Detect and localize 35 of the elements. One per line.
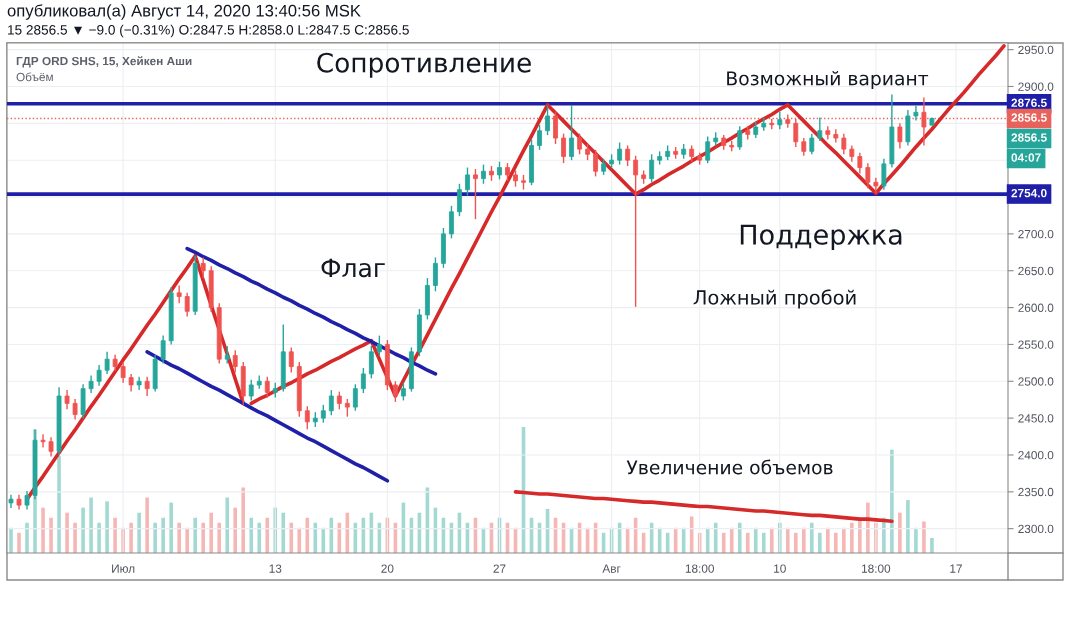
ref-line-label: 2754.0 (1011, 188, 1047, 198)
x-tick-label: 17 (950, 564, 962, 573)
ref-line-label: 2876.5 (1011, 98, 1047, 107)
annotation: Возможный вариант (727, 71, 929, 90)
text: опубликовал(а) Август 14, 2020 13:40:56 MSK (7, 4, 361, 20)
annotation: Увеличение объемов (626, 459, 833, 475)
y-tick-label: 2600.0 (1018, 303, 1054, 312)
x-tick-label: 18:00 (685, 564, 714, 573)
text: 15 2856.5 ▼ −9.0 (−0.31%) O:2847.5 H:2858.0 L:2847.5 C:2856.5 (8, 24, 409, 38)
annotation: Сопротивление (317, 52, 531, 78)
x-tick-label: Июл (112, 564, 135, 573)
y-tick-label: 2700.0 (1018, 229, 1054, 239)
text: 2856.5 (1011, 133, 1047, 142)
annotation: Флаг (321, 258, 385, 278)
y-tick-label: 2950.0 (1018, 45, 1054, 55)
y-tick-label: 2900.0 (1018, 82, 1054, 91)
annotation: Ложный пробой (693, 289, 856, 309)
x-tick-label: Авг (602, 564, 621, 573)
text: ГДР ORD SHS, 15, Хейкен Аши (16, 56, 192, 68)
text: 04:07 (1011, 153, 1041, 162)
x-tick-label: 13 (269, 564, 282, 573)
y-tick-label: 2650.0 (1018, 266, 1054, 276)
x-tick-label: 10 (774, 564, 786, 573)
x-tick-label: 18:00 (862, 564, 891, 573)
y-tick-label: 2500.0 (1018, 377, 1054, 386)
x-tick-label: 27 (493, 564, 506, 573)
ref-line-label: 2856.5 (1011, 113, 1047, 122)
annotation: Поддержка (740, 224, 902, 251)
chart-title: Объём (16, 72, 53, 82)
y-tick-label: 2550.0 (1018, 340, 1054, 349)
y-tick-label: 2350.0 (1018, 487, 1054, 497)
y-tick-label: 2400.0 (1018, 451, 1054, 460)
y-tick-label: 2300.0 (1018, 524, 1054, 534)
y-tick-label: 2450.0 (1018, 414, 1054, 423)
x-tick-label: 20 (381, 564, 394, 573)
